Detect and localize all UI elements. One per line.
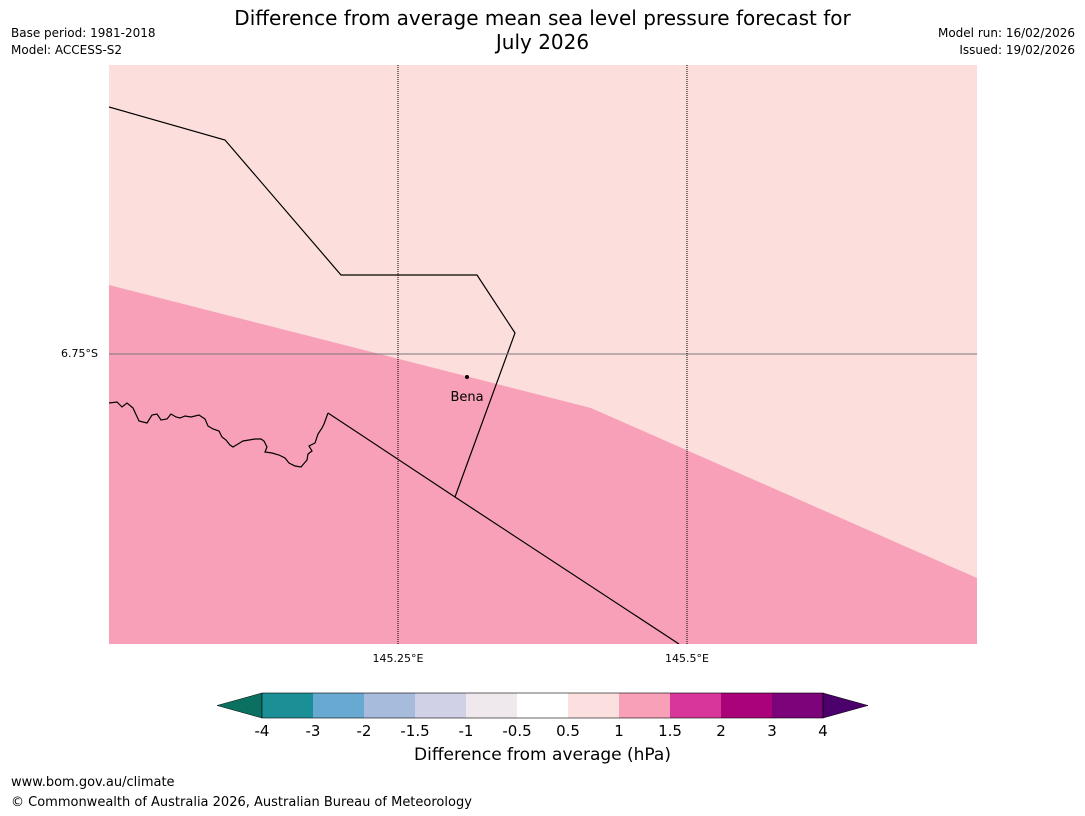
title-line-2: July 2026 bbox=[495, 30, 590, 54]
colorbar-segment bbox=[313, 693, 364, 718]
colorbar-segment bbox=[364, 693, 415, 718]
colorbar-tick-label: -4 bbox=[255, 722, 270, 738]
title-line-1: Difference from average mean sea level p… bbox=[234, 6, 851, 30]
footer-copyright: © Commonwealth of Australia 2026, Austra… bbox=[11, 795, 472, 810]
colorbar-tick-label: -1.5 bbox=[400, 722, 429, 738]
base-period: Base period: 1981-2018 bbox=[11, 26, 156, 40]
map-panel[interactable]: Bena bbox=[109, 65, 977, 644]
lat-label-6-75s: 6.75°S bbox=[61, 347, 98, 360]
colorbar-tick-label: -0.5 bbox=[502, 722, 531, 738]
colorbar-tick-label: 1 bbox=[614, 722, 624, 738]
colorbar-tick-label: -3 bbox=[306, 722, 321, 738]
colorbar-segment bbox=[517, 693, 568, 718]
lon-label-145-25e: 145.25°E bbox=[372, 652, 424, 665]
coastline bbox=[109, 401, 329, 468]
metadata-left: Base period: 1981-2018 Model: ACCESS-S2 bbox=[11, 25, 156, 59]
colorbar-segment bbox=[568, 693, 619, 718]
colorbar: -4 -3 -2 -1.5 -1 -0.5 0.5 1 1.5 2 3 4 bbox=[216, 692, 869, 738]
model-run: Model run: 16/02/2026 bbox=[937, 26, 1075, 40]
map-canvas: Bena bbox=[109, 65, 977, 644]
lon-label-145-5e: 145.5°E bbox=[665, 652, 709, 665]
colorbar-tick-label: 2 bbox=[716, 722, 726, 738]
model-name: Model: ACCESS-S2 bbox=[11, 43, 123, 57]
colorbar-tick-label: -2 bbox=[357, 722, 372, 738]
map-title: Difference from average mean sea level p… bbox=[0, 6, 1085, 54]
metadata-right: Model run: 16/02/2026 Issued: 19/02/2026 bbox=[938, 25, 1075, 59]
colorbar-segment bbox=[466, 693, 517, 718]
colorbar-segment bbox=[670, 693, 721, 718]
colorbar-tick-label: 3 bbox=[767, 722, 777, 738]
colorbar-tick-label: 1.5 bbox=[658, 722, 682, 738]
border-line-south bbox=[327, 412, 680, 644]
footer-url[interactable]: www.bom.gov.au/climate bbox=[11, 775, 175, 790]
colorbar-segment bbox=[619, 693, 670, 718]
colorbar-tick-label: -1 bbox=[459, 722, 474, 738]
place-label: Bena bbox=[450, 390, 483, 405]
colorbar-segment bbox=[262, 693, 313, 718]
colorbar-arrow-low bbox=[216, 692, 263, 719]
colorbar-label: Difference from average (hPa) bbox=[414, 745, 671, 765]
place-marker-dot bbox=[465, 375, 469, 379]
colorbar-frame bbox=[261, 692, 824, 719]
colorbar-segment bbox=[415, 693, 466, 718]
colorbar-segment bbox=[721, 693, 772, 718]
colorbar-segment bbox=[772, 693, 823, 718]
region-anomaly-1-to-1-5 bbox=[109, 285, 977, 644]
colorbar-tick-label: 4 bbox=[818, 722, 828, 738]
colorbar-arrow-high bbox=[822, 692, 869, 719]
border-line-north bbox=[109, 106, 516, 498]
colorbar-tick-label: 0.5 bbox=[556, 722, 580, 738]
issued-date: Issued: 19/02/2026 bbox=[959, 43, 1075, 57]
